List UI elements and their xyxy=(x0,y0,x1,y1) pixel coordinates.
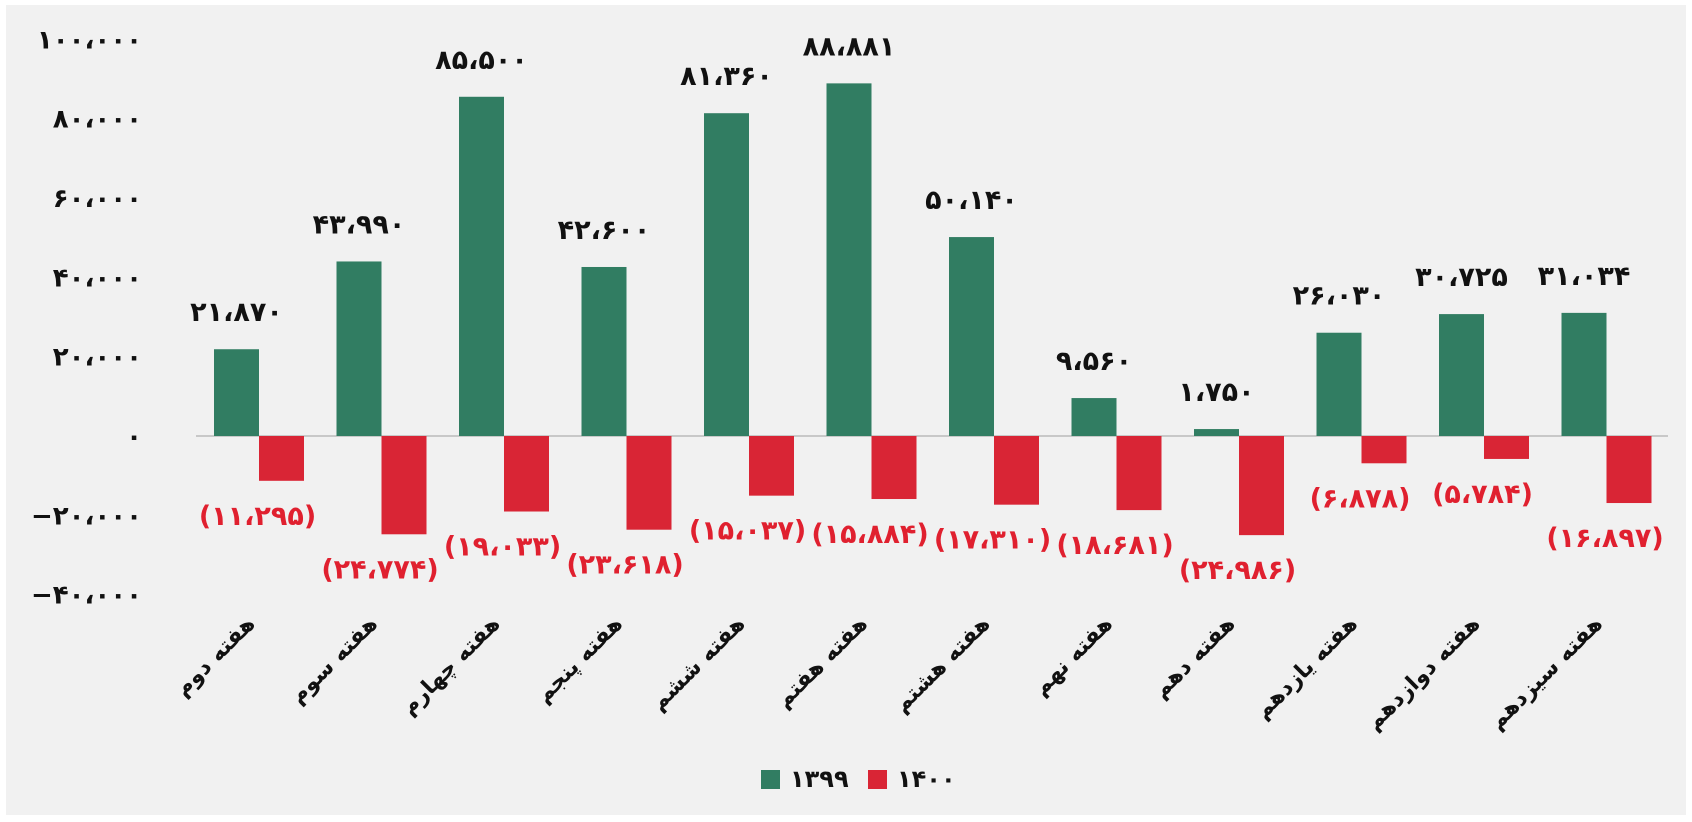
y-tick-label: ۰ xyxy=(126,422,142,452)
data-labels-group: ۲۱،۸۷۰ (۱۱،۲۹۵) ۴۳،۹۹۰ (۲۴،۷۷۴) ۸۵،۵۰۰ (۱۹،۰۳… xyxy=(190,31,1664,586)
data-label-1400: (۲۴،۹۸۶) xyxy=(1179,555,1296,586)
data-label-1400: (۵،۷۸۴) xyxy=(1432,479,1533,510)
bar-1399 xyxy=(1194,429,1239,436)
data-label-1399: ۹،۵۶۰ xyxy=(1056,346,1132,377)
y-tick-label: −۲۰،۰۰۰ xyxy=(31,501,142,531)
legend-swatch-1400 xyxy=(868,770,887,789)
data-label-1399: ۱،۷۵۰ xyxy=(1178,377,1254,408)
y-tick-label: ۸۰،۰۰۰ xyxy=(53,105,142,135)
bar-1400 xyxy=(1484,436,1529,459)
data-label-1400: (۱۱،۲۹۵) xyxy=(199,501,316,532)
legend: ۱۳۹۹ ۱۴۰۰ xyxy=(761,765,956,793)
y-tick-label: ۶۰،۰۰۰ xyxy=(53,184,142,214)
data-label-1399: ۳۱،۰۳۴ xyxy=(1538,261,1631,292)
data-label-1400: (۶،۸۷۸) xyxy=(1310,483,1411,514)
bar-1399 xyxy=(1439,314,1484,436)
data-label-1399: ۲۱،۸۷۰ xyxy=(190,297,283,328)
y-tick-label: ۱۰۰،۰۰۰ xyxy=(37,25,142,55)
data-label-1399: ۴۲،۶۰۰ xyxy=(558,215,651,246)
data-label-1399: ۸۸،۸۸۱ xyxy=(803,31,896,62)
bar-1399 xyxy=(459,96,504,436)
data-label-1400: (۲۴،۷۷۴) xyxy=(321,554,438,585)
bar-1400 xyxy=(1239,436,1284,536)
bar-1399 xyxy=(1316,332,1362,436)
bar-1400 xyxy=(1606,436,1652,504)
bar-1400 xyxy=(994,436,1039,505)
y-tick-label: ۴۰،۰۰۰ xyxy=(53,263,142,293)
bar-1399 xyxy=(704,113,749,437)
y-tick-label: −۴۰،۰۰۰ xyxy=(31,581,142,611)
legend-label-1399: ۱۳۹۹ xyxy=(790,765,849,793)
bar-1399 xyxy=(826,83,872,437)
data-label-1400: (۱۶،۸۹۷) xyxy=(1546,523,1663,554)
data-label-1400: (۱۸،۶۸۱) xyxy=(1056,530,1173,561)
bar-1400 xyxy=(381,436,427,535)
bar-1400 xyxy=(749,436,794,496)
bars-group xyxy=(214,83,1652,536)
legend-swatch-1399 xyxy=(761,770,780,789)
bar-1399 xyxy=(336,261,382,436)
data-label-1400: (۱۵،۰۳۷) xyxy=(689,516,806,547)
data-label-1399: ۸۵،۵۰۰ xyxy=(435,45,528,76)
bar-1400 xyxy=(504,436,549,512)
data-label-1400: (۱۷،۳۱۰) xyxy=(934,525,1051,556)
bar-1400 xyxy=(259,436,304,481)
bar-1400 xyxy=(1361,436,1407,464)
data-label-1399: ۳۰،۷۲۵ xyxy=(1415,262,1508,293)
data-label-1400: (۱۵،۸۸۴) xyxy=(811,519,928,550)
data-label-1399: ۴۳،۹۹۰ xyxy=(313,209,406,240)
data-label-1399: ۵۰،۱۴۰ xyxy=(925,185,1018,216)
y-tick-label: ۲۰،۰۰۰ xyxy=(53,343,142,373)
bar-1399 xyxy=(1561,312,1607,436)
bar-1399 xyxy=(949,237,994,436)
bar-1399 xyxy=(214,349,259,436)
bar-1400 xyxy=(626,436,672,530)
data-label-1400: (۱۹،۰۳۳) xyxy=(444,532,561,563)
data-label-1400: (۲۳،۶۱۸) xyxy=(566,550,683,581)
data-label-1399: ۲۶،۰۳۰ xyxy=(1293,281,1386,312)
bar-1399 xyxy=(1071,398,1117,436)
bar-1399 xyxy=(581,266,627,436)
data-label-1399: ۸۱،۳۶۰ xyxy=(680,61,773,92)
legend-label-1400: ۱۴۰۰ xyxy=(897,765,956,793)
bar-1400 xyxy=(871,436,917,500)
bar-1400 xyxy=(1116,436,1162,511)
y-axis: −۴۰،۰۰۰ −۲۰،۰۰۰ ۰ ۲۰،۰۰۰ ۴۰،۰۰۰ ۶۰،۰۰۰ ۸۰،۰۰۰ ۱… xyxy=(31,25,142,610)
